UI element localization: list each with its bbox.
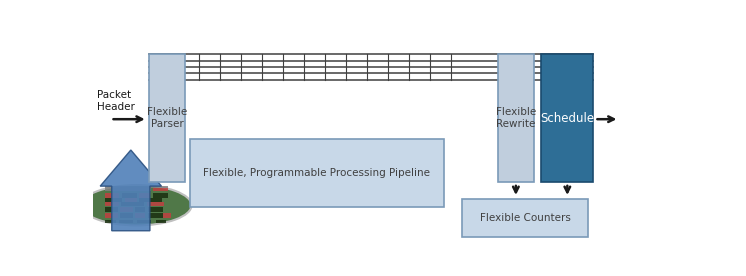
Bar <box>104 203 119 206</box>
Bar <box>121 203 144 206</box>
Bar <box>104 188 151 192</box>
Bar <box>122 193 137 198</box>
Text: Flexible
Rewrite: Flexible Rewrite <box>496 107 536 129</box>
Circle shape <box>81 185 192 225</box>
Bar <box>104 186 169 188</box>
Bar <box>154 188 168 192</box>
Bar <box>147 203 164 206</box>
Bar <box>148 213 163 218</box>
Bar <box>148 207 163 212</box>
Bar <box>163 213 172 218</box>
Polygon shape <box>100 150 161 231</box>
Bar <box>139 193 151 198</box>
FancyBboxPatch shape <box>542 54 593 182</box>
Text: Flexible, Programmable Processing Pipeline: Flexible, Programmable Processing Pipeli… <box>204 168 430 178</box>
Bar <box>139 198 162 202</box>
Text: Packet
Header: Packet Header <box>97 90 134 112</box>
Bar <box>156 219 166 223</box>
Bar <box>104 198 122 202</box>
Bar <box>104 220 116 223</box>
FancyBboxPatch shape <box>149 54 185 182</box>
Bar <box>135 207 145 212</box>
Bar <box>119 220 133 223</box>
Bar <box>104 207 118 212</box>
Bar <box>120 207 133 212</box>
Text: Flexible Counters: Flexible Counters <box>480 213 571 223</box>
Bar <box>120 213 133 218</box>
FancyBboxPatch shape <box>189 139 444 207</box>
FancyBboxPatch shape <box>498 54 534 182</box>
Text: Schedule: Schedule <box>540 112 595 125</box>
Bar <box>125 198 137 202</box>
Bar <box>104 193 119 198</box>
Bar <box>104 213 118 218</box>
Bar <box>154 193 168 198</box>
Bar <box>135 213 145 218</box>
Text: Flexible
Parser: Flexible Parser <box>147 107 187 129</box>
Bar <box>137 220 151 223</box>
FancyBboxPatch shape <box>462 199 588 237</box>
